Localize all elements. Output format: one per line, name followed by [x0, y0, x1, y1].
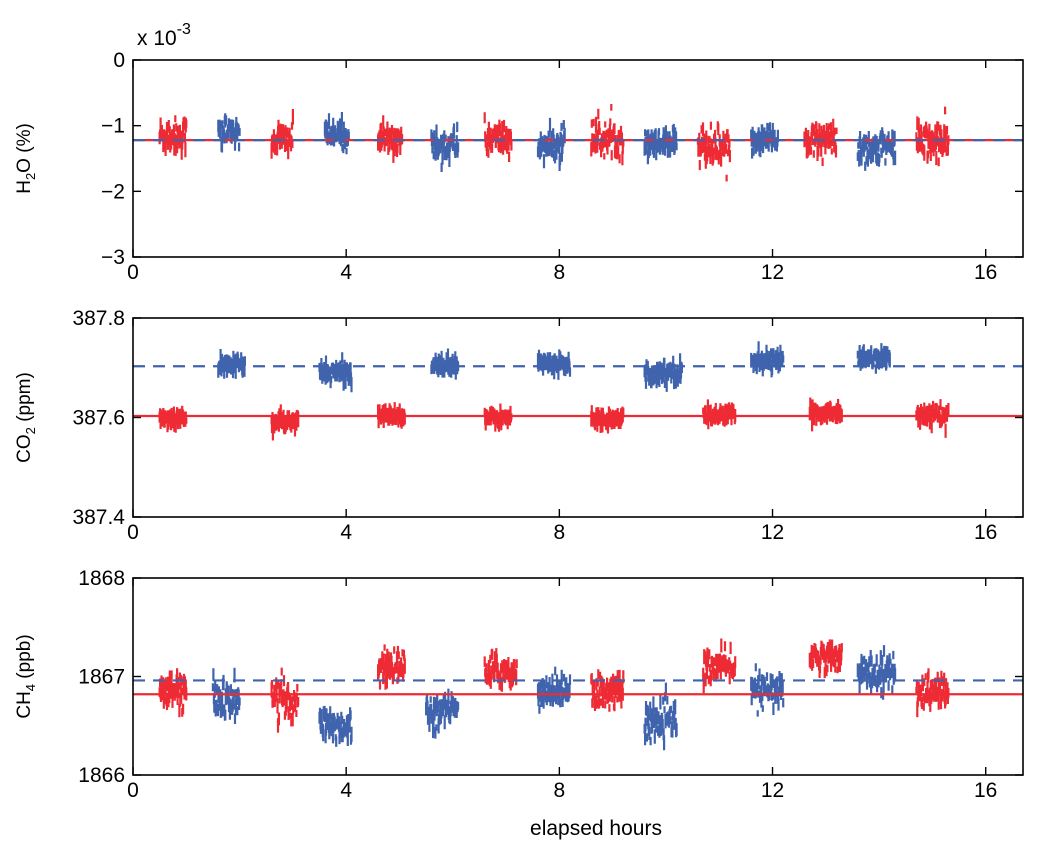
y-tick-label: −1 [101, 115, 125, 138]
data-cluster [915, 399, 950, 438]
data-cluster [536, 117, 566, 171]
data-cluster [430, 121, 460, 172]
data-cluster [803, 118, 838, 166]
data-cluster [536, 349, 572, 380]
x-tick-label: 16 [974, 261, 997, 284]
data-cluster [270, 109, 294, 160]
y-axis-label: CO2 (ppm) [14, 372, 38, 463]
series-2-2 [217, 341, 891, 393]
data-cluster [217, 113, 241, 153]
data-cluster [856, 127, 897, 171]
x-tick-label: 16 [974, 521, 997, 544]
y-tick-label: −3 [101, 246, 125, 269]
series-1-2 [217, 112, 897, 172]
series-2-1 [158, 397, 950, 441]
x-tick-label: 0 [127, 521, 139, 544]
panel-1: 0 4 8 12 16 −3 −2 −1 0 H2O (%) x 10-3 [14, 21, 1024, 284]
data-cluster [217, 349, 246, 379]
x-tick-label: 8 [554, 779, 566, 802]
data-cluster [808, 397, 843, 432]
y-tick-label: 0 [113, 49, 125, 72]
data-cluster [158, 115, 188, 160]
x-tick-label: 16 [974, 779, 997, 802]
y-tick-label: −2 [101, 180, 125, 203]
data-cluster [270, 404, 300, 441]
data-cluster [318, 352, 353, 393]
x-tick-label: 12 [761, 521, 784, 544]
data-cluster [377, 644, 406, 690]
data-cluster [643, 123, 678, 165]
data-cluster [590, 669, 625, 712]
x-tick-label: 4 [340, 261, 352, 284]
x-tick-label: 8 [554, 521, 566, 544]
data-cluster [696, 121, 731, 182]
data-cluster [750, 341, 785, 378]
x-tick-label: 0 [127, 261, 139, 284]
y-axis-label: H2O (%) [14, 123, 38, 194]
data-cluster [536, 666, 572, 714]
data-cluster [483, 648, 518, 692]
data-cluster [915, 668, 950, 718]
data-cluster [643, 682, 678, 751]
data-cluster [483, 112, 513, 162]
data-cluster [158, 668, 188, 718]
data-cluster [323, 112, 350, 155]
data-cluster [483, 403, 513, 432]
data-cluster [750, 663, 785, 717]
series-3-2 [211, 645, 897, 751]
data-cluster [808, 639, 843, 679]
data-cluster [158, 405, 188, 433]
panel-3: 0 4 8 12 16 1866 1867 1868 CH4 (ppb) elapsed hour… [14, 567, 1024, 840]
data-cluster [270, 667, 300, 733]
data-cluster [430, 348, 460, 380]
y-tick-label: 387.4 [72, 506, 125, 529]
data-cluster [318, 705, 353, 747]
x-tick-label: 0 [127, 779, 139, 802]
y-tick-label: 387.6 [72, 407, 125, 430]
x-axis-label: elapsed hours [530, 817, 662, 840]
y-tick-label: 1868 [78, 567, 125, 590]
series-3-1 [158, 638, 950, 733]
data-cluster [702, 638, 737, 694]
data-cluster [643, 353, 683, 392]
data-cluster [750, 122, 779, 159]
data-cluster [377, 115, 404, 163]
y-tick-label: 387.8 [72, 307, 125, 330]
data-cluster [590, 104, 625, 166]
data-cluster [425, 688, 460, 739]
exponent-label: x 10-3 [137, 21, 191, 50]
data-cluster [702, 399, 737, 430]
x-tick-label: 12 [761, 261, 784, 284]
data-cluster [211, 667, 241, 724]
x-tick-label: 8 [554, 261, 566, 284]
y-tick-label: 1866 [78, 764, 125, 787]
x-tick-label: 4 [340, 779, 352, 802]
y-tick-label: 1867 [78, 666, 125, 689]
data-cluster [915, 106, 950, 167]
panel-2: 0 4 8 12 16 387.4 387.6 387.8 CO2 (ppm) [14, 307, 1024, 544]
data-cluster [856, 645, 897, 700]
data-cluster [856, 343, 891, 374]
plot-frame [132, 59, 1024, 258]
y-axis-label: CH4 (ppb) [14, 634, 38, 718]
plot-frame [132, 317, 1024, 518]
data-cluster [590, 405, 625, 434]
x-tick-label: 12 [761, 779, 784, 802]
x-tick-label: 4 [340, 521, 352, 544]
